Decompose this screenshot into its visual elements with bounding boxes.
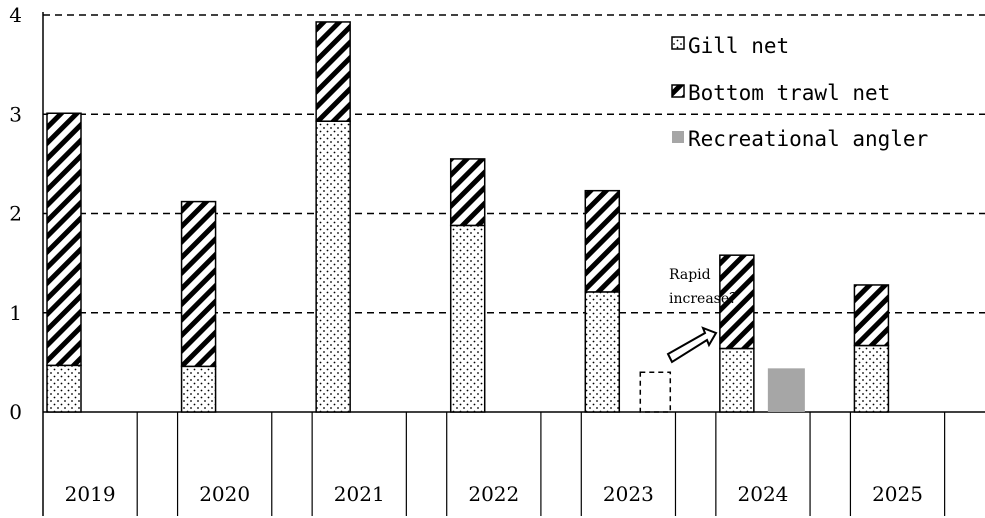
y-tick-label-4: 4	[9, 3, 22, 27]
category-label-2021: 2021	[334, 482, 385, 506]
y-tick-label-3: 3	[9, 102, 22, 126]
category-label-2019: 2019	[65, 482, 116, 506]
bar-gill-net-2021	[315, 120, 351, 413]
bar-gill-net-2023	[584, 291, 621, 413]
bar-bottom-trawl-net-2021	[315, 21, 351, 122]
y-tick-labels: 0 1 2 3 4	[9, 3, 22, 424]
category-label-2022: 2022	[468, 482, 519, 506]
bars	[46, 21, 890, 413]
category-axis: 2019 2020 2021 2022 2023 2024 2025	[65, 412, 946, 516]
legend-swatch-recreational-angler	[672, 131, 684, 143]
category-label-2020: 2020	[199, 482, 250, 506]
bar-bottom-trawl-net-2024	[719, 254, 755, 350]
bar-bottom-trawl-net-2025	[853, 284, 890, 347]
y-tick-label-2: 2	[9, 202, 22, 226]
annotation-line-2: increase？	[669, 291, 743, 307]
bar-bottom-trawl-net-2019	[46, 112, 82, 367]
annotations: Rapid increase？	[639, 267, 743, 413]
legend-swatch-gill-net	[671, 36, 685, 50]
legend-swatch-bottom-trawl-net	[671, 84, 685, 98]
category-label-2023: 2023	[603, 482, 654, 506]
category-label-2024: 2024	[738, 482, 789, 506]
y-tick-label-0: 0	[9, 400, 22, 424]
bar-gill-net-2025	[853, 344, 890, 413]
legend-label-gill-net: Gill net	[688, 34, 789, 58]
y-tick-label-1: 1	[9, 301, 22, 325]
bar-gill-net-2024	[719, 347, 755, 413]
legend-label-recreational-angler: Recreational angler	[688, 127, 928, 151]
annotation-line-1: Rapid	[669, 267, 711, 283]
bar-gill-net-2019	[46, 364, 82, 413]
bar-bottom-trawl-net-2020	[180, 200, 217, 368]
bar-gill-net-2020	[180, 365, 217, 413]
legend: Gill net Bottom trawl net Recreational a…	[671, 34, 928, 151]
bar-bottom-trawl-net-2022	[449, 158, 486, 227]
category-label-2025: 2025	[872, 482, 923, 506]
bar-recreational-angler-2024	[767, 368, 805, 412]
bar-bottom-trawl-net-2023	[584, 189, 621, 293]
increase-arrow-icon	[666, 326, 718, 364]
legend-label-bottom-trawl-net: Bottom trawl net	[688, 81, 890, 105]
dashed-placeholder-box	[639, 371, 672, 413]
bar-gill-net-2022	[449, 224, 486, 413]
